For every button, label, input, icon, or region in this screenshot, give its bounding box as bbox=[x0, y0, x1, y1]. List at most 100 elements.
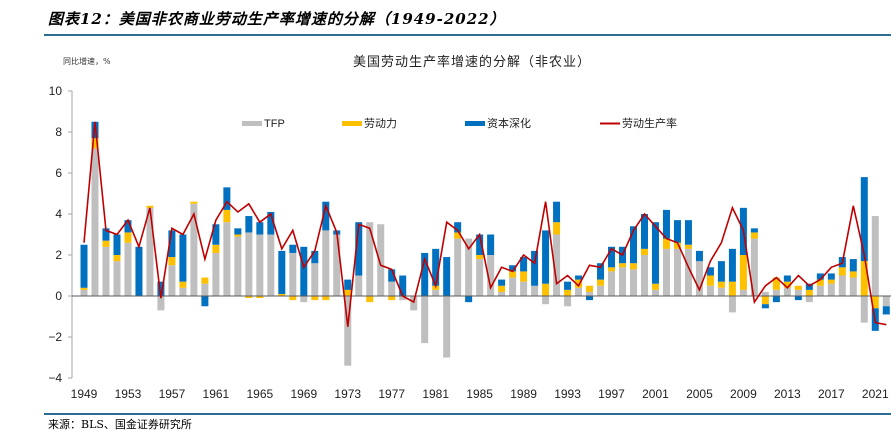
bar-labor bbox=[640, 248, 648, 255]
bar-labor bbox=[564, 289, 572, 296]
x-tick-label: 1997 bbox=[598, 387, 625, 401]
bar-capital bbox=[179, 234, 187, 282]
bar-capital bbox=[289, 244, 297, 253]
bar-capital bbox=[805, 283, 813, 290]
x-tick-label: 2021 bbox=[862, 387, 889, 401]
bar-tfp bbox=[838, 275, 846, 296]
x-tick-label: 1965 bbox=[246, 387, 273, 401]
bar-tfp bbox=[311, 263, 319, 296]
bar-tfp bbox=[498, 291, 506, 296]
bar-tfp bbox=[794, 289, 802, 296]
bar-labor bbox=[805, 289, 813, 296]
bar-tfp bbox=[91, 148, 99, 296]
bar-labor bbox=[542, 283, 550, 296]
bar-labor bbox=[827, 279, 835, 284]
bar-tfp bbox=[597, 285, 605, 296]
bar-tfp bbox=[234, 236, 242, 296]
bar-labor bbox=[794, 285, 802, 290]
bar-labor bbox=[168, 257, 176, 266]
legend-label-capital: 资本深化 bbox=[487, 116, 531, 130]
x-tick-label: 1953 bbox=[115, 387, 142, 401]
bar-labor bbox=[234, 234, 242, 237]
bar-labor bbox=[80, 287, 88, 290]
bar-labor bbox=[102, 240, 110, 247]
bar-tfp bbox=[827, 283, 835, 296]
legend-swatch-labor bbox=[342, 121, 362, 126]
bar-capital bbox=[728, 248, 736, 282]
bar-labor bbox=[91, 138, 99, 149]
bar-tfp bbox=[860, 296, 868, 323]
bar-tfp bbox=[168, 265, 176, 296]
bar-labor bbox=[860, 261, 868, 296]
bar-tfp bbox=[399, 296, 407, 301]
bar-labor bbox=[278, 293, 286, 296]
bar-capital bbox=[860, 177, 868, 262]
y-tick-label: 6 bbox=[55, 166, 62, 180]
bar-capital bbox=[586, 296, 594, 301]
bar-tfp bbox=[619, 267, 627, 296]
x-tick-label: 1957 bbox=[159, 387, 186, 401]
x-tick-label: 1981 bbox=[422, 387, 449, 401]
bar-labor bbox=[311, 296, 319, 301]
y-axis-unit-label: 同比增速，% bbox=[63, 56, 111, 66]
bar-capital bbox=[421, 252, 429, 296]
bar-labor bbox=[783, 281, 791, 288]
bar-tfp bbox=[113, 261, 121, 296]
bar-capital bbox=[454, 222, 462, 233]
bar-capital bbox=[564, 281, 572, 290]
bar-capital bbox=[234, 228, 242, 235]
bar-labor bbox=[706, 275, 714, 286]
bar-tfp bbox=[432, 289, 440, 296]
y-tick-label: 8 bbox=[55, 125, 62, 139]
bar-tfp bbox=[542, 296, 550, 305]
bar-capital bbox=[849, 259, 857, 272]
bar-tfp bbox=[124, 242, 132, 296]
bar-tfp bbox=[750, 238, 758, 296]
bar-tfp bbox=[849, 277, 857, 296]
bar-capital bbox=[498, 279, 506, 286]
bar-capital bbox=[80, 244, 88, 288]
bar-labor bbox=[619, 263, 627, 268]
y-axis: 10 8 6 4 2 0 −2 −4 bbox=[48, 84, 73, 385]
bar-capital bbox=[651, 222, 659, 284]
bar-capital bbox=[695, 250, 703, 262]
bar-tfp bbox=[772, 289, 780, 296]
bar-tfp bbox=[344, 296, 352, 366]
x-tick-label: 2017 bbox=[818, 387, 845, 401]
legend-label-tfp: TFP bbox=[264, 118, 285, 130]
bar-labor bbox=[673, 242, 681, 249]
bar-tfp bbox=[223, 222, 231, 296]
bar-labor bbox=[179, 281, 187, 288]
bar-capital bbox=[772, 296, 780, 303]
bar-capital bbox=[531, 250, 539, 286]
bar-tfp bbox=[443, 296, 451, 358]
source-note: 来源：BLS、国金证券研究所 bbox=[48, 418, 192, 431]
bar-labor bbox=[212, 244, 220, 253]
bar-tfp bbox=[300, 296, 308, 303]
x-tick-label: 1993 bbox=[554, 387, 581, 401]
bar-labor bbox=[223, 209, 231, 223]
bar-tfp bbox=[410, 296, 418, 311]
bar-tfp bbox=[245, 232, 253, 296]
bar-capital bbox=[256, 222, 264, 235]
bar-capital bbox=[113, 234, 121, 255]
bar-tfp bbox=[487, 255, 495, 296]
bar-capital bbox=[399, 275, 407, 296]
bar-tfp bbox=[289, 252, 297, 296]
bar-labor bbox=[662, 238, 670, 249]
bar-capital bbox=[465, 296, 473, 303]
bar-labor bbox=[146, 205, 154, 208]
bar-labor bbox=[575, 279, 583, 288]
bar-capital bbox=[388, 269, 396, 282]
bar-capital bbox=[673, 220, 681, 243]
bar-capital bbox=[827, 273, 835, 280]
x-axis: 1949 1953 1957 1961 1965 1969 1973 1977 1981 1985… bbox=[71, 387, 889, 401]
bar-tfp bbox=[586, 291, 594, 296]
bar-tfp bbox=[684, 248, 692, 296]
bar-capital bbox=[355, 222, 363, 276]
bar-tfp bbox=[388, 281, 396, 296]
bar-labor bbox=[289, 296, 297, 301]
bar-capital bbox=[278, 250, 286, 294]
bar-labor bbox=[761, 296, 769, 305]
bar-tfp bbox=[783, 287, 791, 296]
